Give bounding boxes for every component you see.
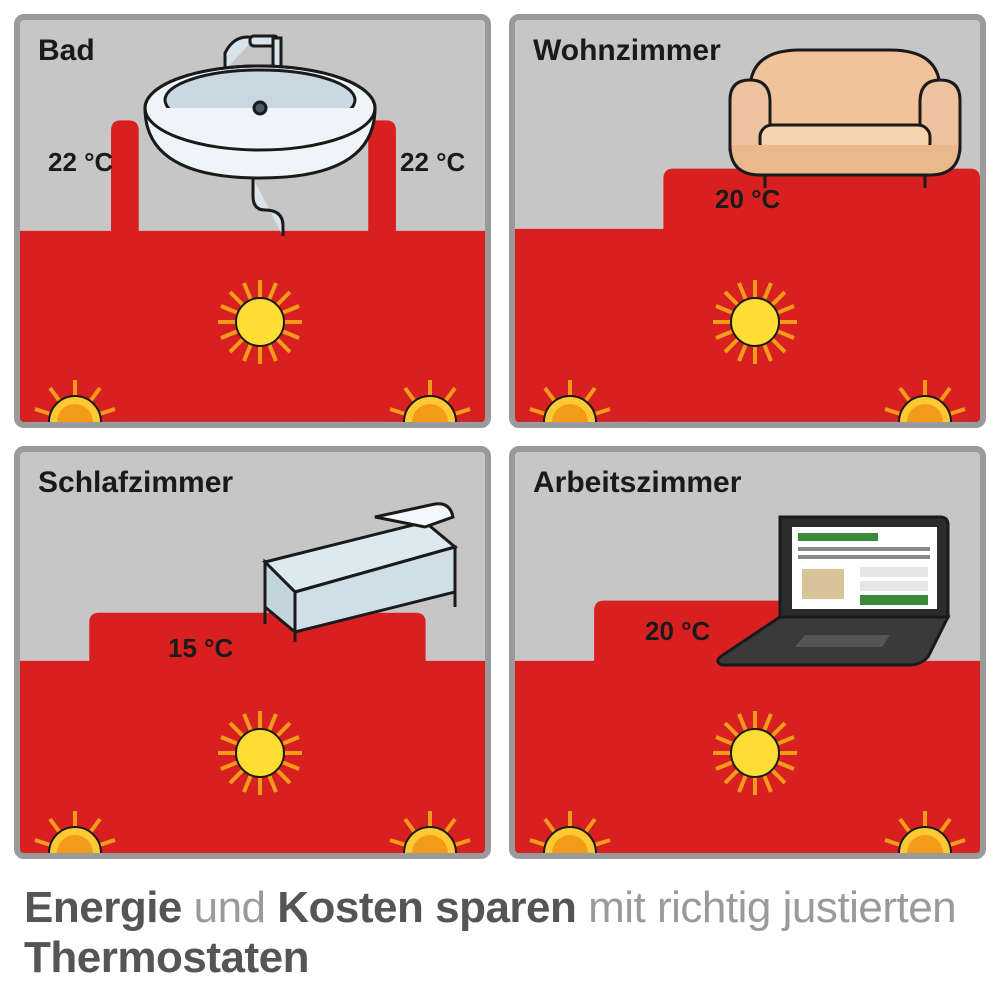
sun-icon: [30, 803, 120, 859]
temp-label: 22 °C: [48, 148, 113, 177]
sun-icon: [215, 277, 305, 367]
sun-icon: [525, 803, 615, 859]
caption-part: mit richtig justierten: [576, 883, 956, 932]
panel-arbeitszimmer: Arbeitszimmer 20 °C: [509, 446, 986, 860]
sun-icon: [880, 372, 970, 428]
bed-icon: [225, 492, 465, 642]
panel-title-wohnzimmer: Wohnzimmer: [533, 34, 721, 67]
sun-icon: [710, 708, 800, 798]
caption: Energie und Kosten sparen mit richtig ju…: [0, 873, 1000, 1000]
panel-title-bad: Bad: [38, 34, 95, 67]
temp-label: 22 °C: [400, 148, 465, 177]
sun-icon: [525, 372, 615, 428]
sun-icon: [385, 372, 475, 428]
temp-label: 20 °C: [645, 617, 710, 646]
sun-icon: [880, 803, 970, 859]
caption-part: Kosten sparen: [277, 883, 576, 932]
sun-icon: [215, 708, 305, 798]
panel-wohnzimmer: Wohnzimmer 20 °C: [509, 14, 986, 428]
infographic-container: Bad 22 °C 22 °C: [0, 0, 1000, 1000]
sofa-icon: [720, 30, 970, 190]
panel-title-arbeitszimmer: Arbeitszimmer: [533, 466, 741, 499]
temp-label: 15 °C: [168, 634, 233, 663]
caption-part: und: [182, 883, 277, 932]
sun-icon: [385, 803, 475, 859]
panel-grid: Bad 22 °C 22 °C: [0, 0, 1000, 873]
panel-title-schlafzimmer: Schlafzimmer: [38, 466, 233, 499]
sun-icon: [710, 277, 800, 367]
caption-part: Energie: [24, 883, 182, 932]
panel-schlafzimmer: Schlafzimmer 15 °C: [14, 446, 491, 860]
caption-part: Thermostaten: [24, 933, 309, 982]
laptop-icon: [710, 507, 960, 672]
sun-icon: [30, 372, 120, 428]
panel-bad: Bad 22 °C 22 °C: [14, 14, 491, 428]
sink-icon: [125, 28, 395, 238]
